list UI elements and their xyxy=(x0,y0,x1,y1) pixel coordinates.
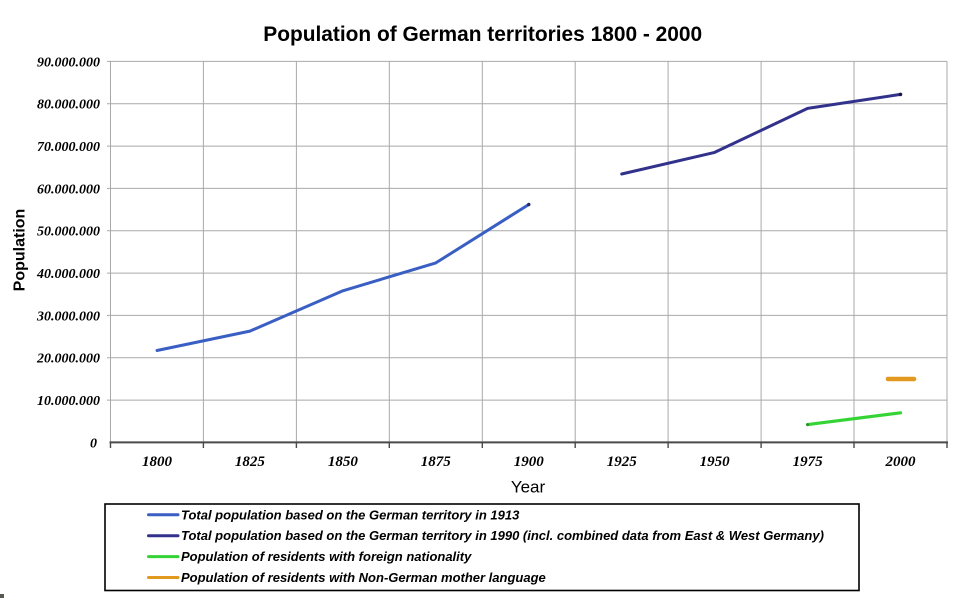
svg-text:Year: Year xyxy=(511,478,546,497)
svg-text:50.000.000: 50.000.000 xyxy=(37,225,100,240)
svg-text:1850: 1850 xyxy=(328,454,359,470)
svg-text:Total population based on the: Total population based on the German ter… xyxy=(181,528,824,543)
svg-text:60.000.000: 60.000.000 xyxy=(37,182,100,197)
svg-text:10.000.000: 10.000.000 xyxy=(37,394,100,409)
svg-text:0: 0 xyxy=(90,436,97,451)
svg-text:1825: 1825 xyxy=(235,454,266,470)
svg-text:1875: 1875 xyxy=(421,454,452,470)
svg-text:Population of residents with f: Population of residents with foreign nat… xyxy=(181,549,472,564)
svg-text:1975: 1975 xyxy=(793,454,824,470)
svg-text:2000: 2000 xyxy=(885,454,917,470)
svg-text:1900: 1900 xyxy=(514,454,545,470)
svg-text:Population of German territori: Population of German territories 1800 - … xyxy=(263,23,702,46)
svg-text:30.000.000: 30.000.000 xyxy=(36,309,100,324)
svg-text:1925: 1925 xyxy=(607,454,638,470)
svg-text:70.000.000: 70.000.000 xyxy=(37,140,100,155)
svg-text:90.000.000: 90.000.000 xyxy=(37,55,100,70)
svg-text:80.000.000: 80.000.000 xyxy=(37,98,100,113)
svg-text:40.000.000: 40.000.000 xyxy=(36,267,100,282)
svg-text:1800: 1800 xyxy=(142,454,173,470)
svg-text:Population of residents with N: Population of residents with Non-German … xyxy=(181,570,546,585)
svg-text:Population: Population xyxy=(12,209,29,292)
svg-text:1950: 1950 xyxy=(700,454,731,470)
svg-text:Total population based on the: Total population based on the German ter… xyxy=(181,507,520,522)
svg-text:20.000.000: 20.000.000 xyxy=(36,352,100,367)
